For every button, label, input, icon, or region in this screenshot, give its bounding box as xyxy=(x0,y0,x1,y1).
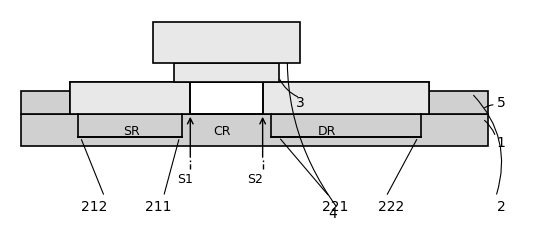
Bar xyxy=(70,82,429,114)
Text: DR: DR xyxy=(318,124,336,137)
Bar xyxy=(153,23,300,64)
Text: 4: 4 xyxy=(328,206,337,220)
Bar xyxy=(174,64,279,82)
Text: SR: SR xyxy=(123,124,140,137)
Bar xyxy=(21,92,488,114)
Text: S2: S2 xyxy=(247,172,263,185)
Bar xyxy=(70,82,429,114)
Text: CR: CR xyxy=(214,124,231,137)
Text: 1: 1 xyxy=(497,135,505,149)
Bar xyxy=(263,82,429,114)
Bar xyxy=(70,82,190,114)
Bar xyxy=(21,114,488,147)
Text: 211: 211 xyxy=(145,199,172,213)
Text: 3: 3 xyxy=(296,96,304,110)
Text: 2: 2 xyxy=(497,199,505,213)
Text: 222: 222 xyxy=(378,199,404,213)
Text: 5: 5 xyxy=(497,96,505,110)
Text: S1: S1 xyxy=(177,172,193,185)
Text: 212: 212 xyxy=(80,199,107,213)
Text: 221: 221 xyxy=(322,199,348,213)
